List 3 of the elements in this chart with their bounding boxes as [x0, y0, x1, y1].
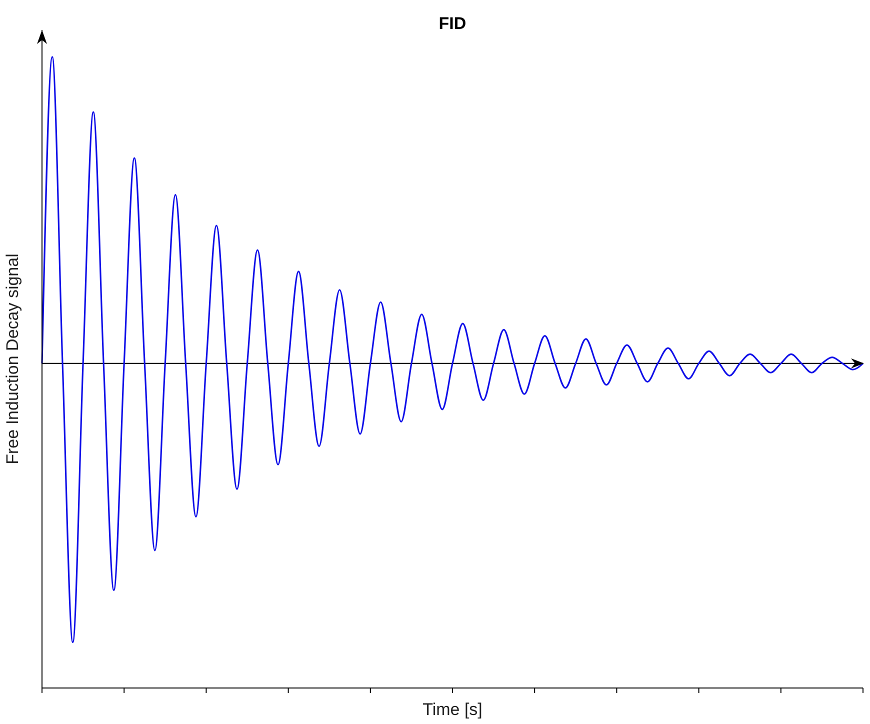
chart-title: FID — [438, 14, 468, 34]
y-axis-title: Free Induction Decay signal — [3, 254, 22, 464]
x-axis-title: Time [s] — [422, 700, 482, 719]
